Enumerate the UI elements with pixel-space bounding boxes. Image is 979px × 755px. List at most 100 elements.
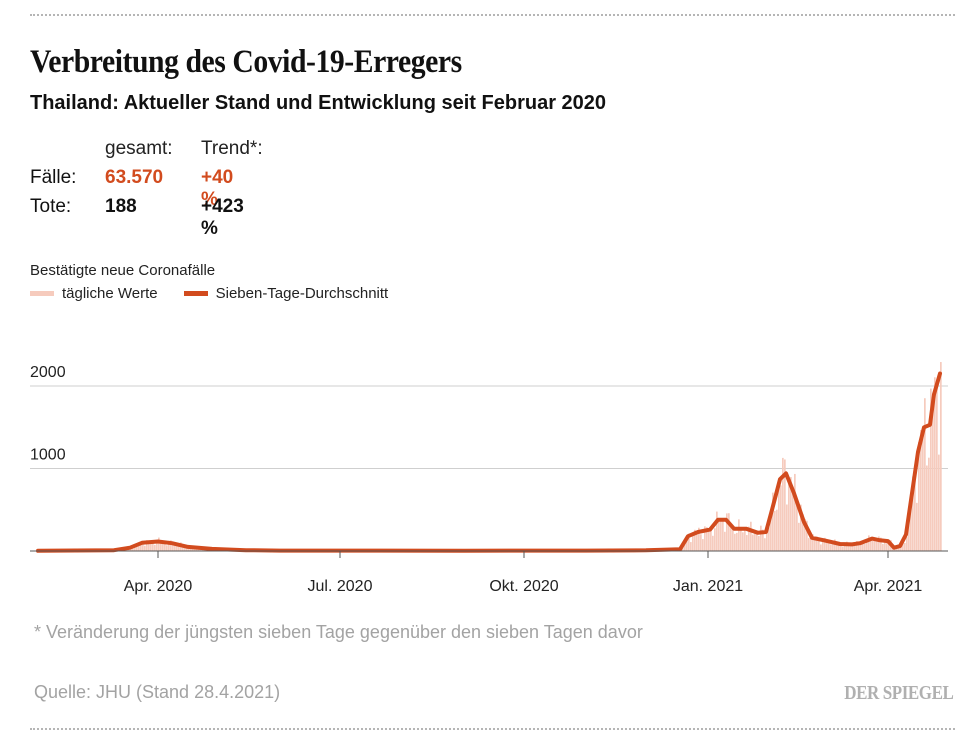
x-tick-label: Apr. 2021 [854,578,923,595]
daily-bar [730,527,732,551]
daily-bar [154,544,156,551]
daily-bar [910,507,912,551]
x-tick-label: Apr. 2020 [124,578,193,595]
y-tick-label: 2000 [30,364,66,381]
chart-subtitle: Thailand: Aktueller Stand und Entwicklun… [30,92,607,114]
daily-bar [920,430,922,551]
daily-bar [898,546,900,551]
daily-bar [724,531,726,551]
daily-bar [790,477,792,551]
daily-bar [188,547,190,551]
daily-bar [868,535,870,551]
daily-bar [854,545,856,551]
grid-lines: 1000 2000 [30,364,948,469]
chart-title: Verbreitung des Covid-19-Erregers [30,44,462,80]
daily-bar [876,541,878,551]
daily-bar [708,529,710,551]
stats-header-total: gesamt: [105,138,173,159]
chart-area: 1000 2000 Apr. 2020 Jul. 2020 Okt. 2020 Jan.… [30,362,948,595]
daily-bars [38,362,942,551]
daily-bar [796,505,798,551]
daily-bar [746,535,748,551]
daily-bar [756,533,758,551]
daily-bar [818,539,820,551]
stats-label-deaths: Tote: [30,196,72,217]
daily-bar [882,543,884,551]
daily-bar [168,540,170,551]
source-note: Quelle: JHU (Stand 28.4.2021) [34,682,281,702]
daily-bar [182,545,184,551]
daily-bar [178,545,180,551]
x-axis: Apr. 2020 Jul. 2020 Okt. 2020 Jan. 2021 Apr.… [30,550,948,595]
daily-bar [138,544,140,551]
daily-bar [782,457,784,551]
daily-bar [750,521,752,551]
daily-bar [690,542,692,551]
x-tick-label: Okt. 2020 [489,578,558,595]
daily-bar [826,541,828,551]
daily-bar [696,532,698,551]
daily-bar [874,539,876,551]
average-line-group [36,371,942,553]
daily-bar [908,516,910,551]
daily-bar [848,545,850,551]
daily-bar [734,533,736,551]
x-tick-label: Jan. 2021 [673,578,743,595]
daily-bar [906,537,908,551]
daily-bar [832,544,834,551]
daily-bar [804,518,806,551]
daily-bar [836,542,838,551]
daily-bar [828,539,830,551]
daily-bar [862,542,864,551]
daily-bar [786,504,788,551]
daily-bar [924,398,926,551]
daily-bar [900,545,902,551]
daily-bar [814,538,816,551]
daily-bar [710,526,712,551]
daily-bar [726,513,728,551]
daily-bar [912,476,914,551]
daily-bar [744,528,746,551]
daily-bar [694,529,696,551]
daily-bar [686,537,688,551]
bottom-divider [30,728,955,730]
daily-bar [166,545,168,551]
stats-label-cases: Fälle: [30,167,77,188]
daily-bar [776,509,778,551]
legend-label-average: Sieben-Tage-Durchschnitt [215,285,389,302]
daily-bar [712,535,714,551]
daily-bar [792,488,794,551]
daily-bar [810,536,812,551]
legend-swatch-daily [30,291,54,296]
daily-bar [172,544,174,551]
daily-bar [856,541,858,551]
daily-bar [932,403,934,551]
daily-bar [872,540,874,551]
daily-bar [822,538,824,551]
daily-bar [870,540,872,551]
daily-bar [928,457,930,551]
daily-bar [762,529,764,551]
daily-bar [842,546,844,551]
daily-bar [798,522,800,551]
daily-bar [794,473,796,551]
stats-total-cases: 63.570 [105,167,164,188]
daily-bar [150,542,152,551]
daily-bar [886,541,888,551]
daily-bar [752,534,754,551]
footnote: * Veränderung der jüngsten sieben Tage g… [34,622,643,642]
daily-bar [158,537,160,551]
daily-bar [834,539,836,551]
legend: tägliche Werte Sieben-Tage-Durchschnitt [30,285,414,302]
daily-bar [754,533,756,551]
daily-bar [164,542,166,551]
daily-bar [830,544,832,551]
daily-bar [838,543,840,551]
daily-bar [800,504,802,551]
daily-bar [846,541,848,551]
daily-bar [816,536,818,551]
daily-bar [916,502,918,551]
daily-bar [160,541,162,551]
daily-bar [852,545,854,551]
daily-bar [758,535,760,551]
